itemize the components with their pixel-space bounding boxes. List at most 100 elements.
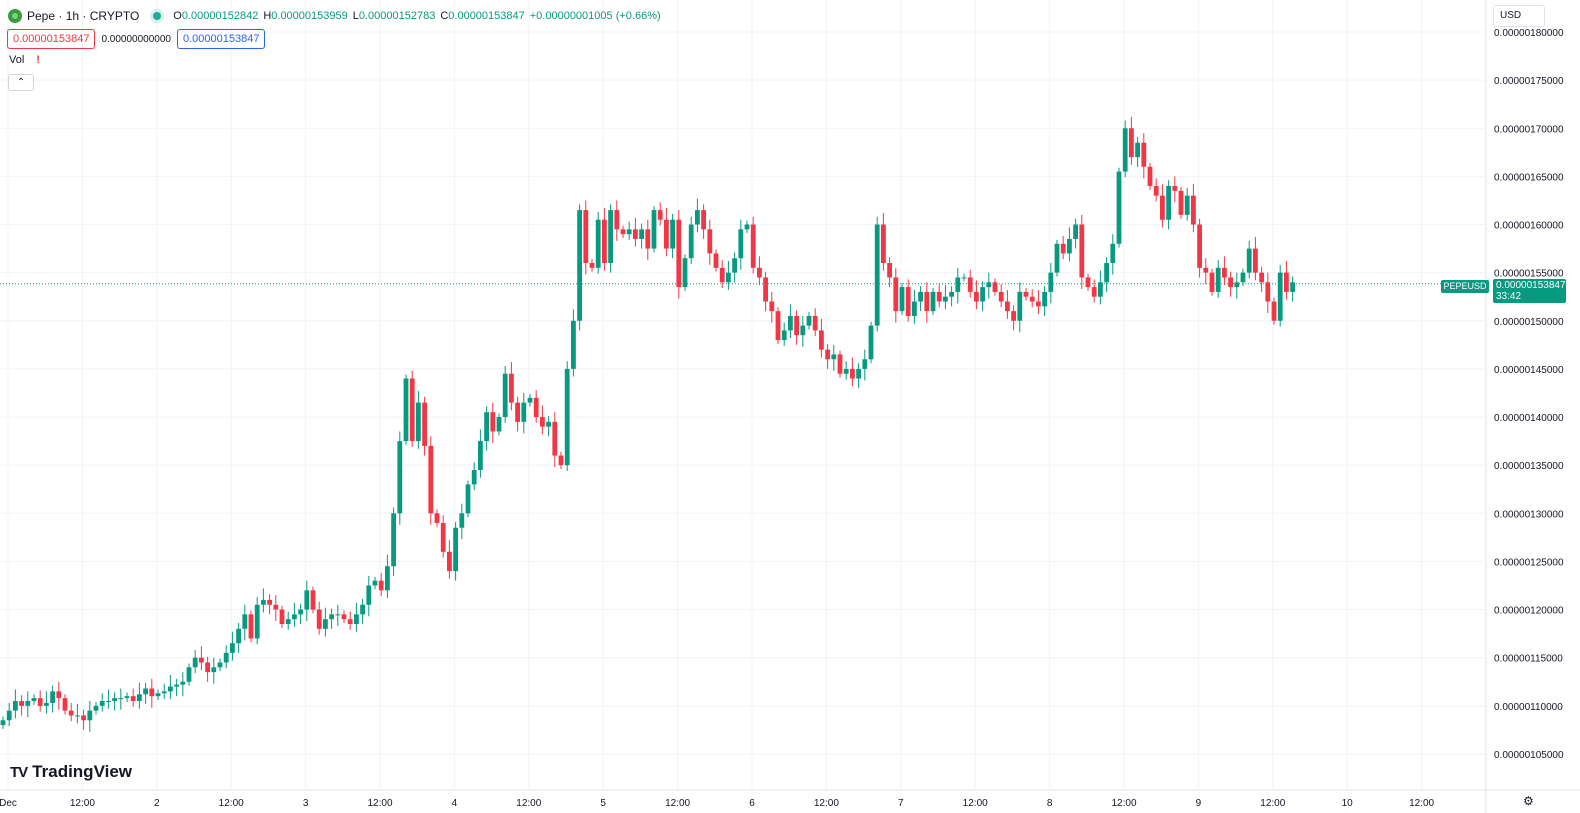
x-tick-label: 12:00 bbox=[367, 798, 392, 809]
y-tick-label: 0.00000120000 bbox=[1494, 606, 1564, 617]
candle-body bbox=[794, 315, 799, 336]
candle-body bbox=[608, 210, 613, 264]
symbol-title[interactable]: Pepe · 1h · CRYPTO bbox=[27, 9, 140, 23]
candle-body bbox=[546, 421, 551, 427]
candle-body bbox=[360, 604, 365, 615]
candle-body bbox=[37, 698, 43, 706]
x-tick-label: 12:00 bbox=[1111, 798, 1136, 809]
candle-body bbox=[75, 715, 80, 717]
x-tick-label: 9 bbox=[1196, 798, 1202, 809]
candle-body bbox=[1228, 277, 1233, 288]
candle-body bbox=[298, 609, 303, 615]
candle-body bbox=[180, 681, 186, 685]
price-change: +0.00000001005 (+0.66%) bbox=[529, 10, 661, 22]
y-tick-label: 0.00000150000 bbox=[1494, 317, 1564, 328]
settings-gear-icon[interactable]: ⚙ bbox=[1523, 794, 1534, 808]
last-price-tag: 0.00000153847 33:42 bbox=[1493, 279, 1566, 303]
candle-body bbox=[527, 397, 533, 403]
candle-body bbox=[25, 701, 31, 706]
candle-body bbox=[670, 219, 675, 249]
candle-body bbox=[1166, 186, 1171, 220]
candle-body bbox=[137, 694, 142, 702]
x-tick-label: 12:00 bbox=[665, 798, 690, 809]
candle-body bbox=[949, 291, 954, 297]
candle-body bbox=[1222, 267, 1227, 278]
candle-body bbox=[806, 315, 812, 326]
x-tick-label: 12:00 bbox=[516, 798, 541, 809]
candle-body bbox=[657, 210, 663, 220]
candle-body bbox=[1129, 128, 1134, 158]
buy-button[interactable]: 0.00000153847 bbox=[177, 29, 266, 49]
x-tick-label: 4 bbox=[452, 798, 458, 809]
candle-body bbox=[912, 301, 917, 316]
price-axis[interactable]: 0.00000180000 0.00000175000 0.00000170000 0… bbox=[1494, 28, 1564, 761]
candle-body bbox=[1067, 238, 1072, 254]
candle-body bbox=[1085, 277, 1091, 288]
candle-body bbox=[459, 513, 465, 528]
candle-body bbox=[87, 710, 93, 721]
candle-body bbox=[279, 609, 285, 624]
candle-body bbox=[781, 330, 787, 341]
pepe-coin-icon[interactable] bbox=[8, 9, 22, 23]
warning-icon[interactable]: ! bbox=[36, 54, 40, 66]
candle-body bbox=[837, 354, 843, 374]
x-tick-label: Dec bbox=[0, 798, 17, 809]
time-axis[interactable]: Dec 12:00 2 12:00 3 12:00 4 12:00 5 12:00 6 12:00 7 1… bbox=[0, 798, 1435, 809]
candle-body bbox=[775, 311, 781, 341]
y-tick-label: 0.00000180000 bbox=[1494, 28, 1564, 39]
candle-body bbox=[1091, 287, 1097, 297]
candle-body bbox=[533, 397, 539, 418]
candle-body bbox=[564, 368, 570, 466]
candle-body bbox=[936, 291, 942, 302]
candle-body bbox=[924, 291, 930, 312]
candle-body bbox=[254, 604, 260, 639]
tradingview-logo[interactable]: TV TradingView bbox=[10, 762, 132, 782]
candle-body bbox=[385, 566, 390, 591]
candle-body bbox=[1271, 301, 1277, 321]
y-tick-label: 0.00000165000 bbox=[1494, 172, 1564, 183]
candle-body bbox=[428, 445, 434, 514]
candle-body bbox=[713, 253, 719, 268]
sell-button[interactable]: 0.00000153847 bbox=[7, 29, 96, 49]
candle-body bbox=[1153, 186, 1159, 196]
candle-body bbox=[447, 551, 452, 572]
x-tick-label: 5 bbox=[600, 798, 606, 809]
candle-body bbox=[211, 667, 217, 673]
candle-body bbox=[230, 643, 235, 653]
candle-body bbox=[1215, 267, 1221, 292]
candle-body bbox=[31, 698, 37, 702]
candle-body bbox=[626, 229, 632, 235]
candle-body bbox=[236, 628, 241, 644]
candle-body bbox=[403, 378, 409, 442]
volume-label: Vol bbox=[9, 54, 25, 66]
candle-body bbox=[738, 229, 744, 259]
candle-body bbox=[310, 590, 316, 610]
y-tick-label: 0.00000155000 bbox=[1494, 269, 1564, 280]
candle-body bbox=[1160, 195, 1165, 220]
candle-body bbox=[980, 287, 985, 302]
candle-body bbox=[1203, 267, 1209, 273]
market-status-icon[interactable] bbox=[153, 12, 162, 20]
candle-body bbox=[651, 210, 657, 249]
candle-body bbox=[825, 349, 830, 360]
candle-body bbox=[502, 373, 508, 418]
candle-body bbox=[106, 701, 111, 703]
candle-body bbox=[552, 421, 558, 456]
candle-body bbox=[1060, 243, 1066, 254]
candle-body bbox=[998, 291, 1004, 302]
chevron-up-icon[interactable]: ⌃ bbox=[8, 74, 34, 91]
candle-body bbox=[558, 455, 564, 466]
candle-body bbox=[93, 705, 99, 711]
y-tick-label: 0.00000145000 bbox=[1494, 365, 1564, 376]
volume-indicator[interactable]: Vol ! bbox=[9, 54, 40, 66]
candle-body bbox=[161, 691, 167, 694]
candle-body bbox=[1048, 272, 1054, 292]
y-tick-label: 0.00000110000 bbox=[1494, 702, 1563, 713]
candle-body bbox=[422, 402, 427, 446]
currency-select[interactable]: USD bbox=[1493, 5, 1545, 27]
candle-body bbox=[967, 277, 973, 292]
candle-body bbox=[540, 417, 545, 427]
candle-body bbox=[676, 219, 682, 288]
candle-body bbox=[862, 359, 868, 369]
